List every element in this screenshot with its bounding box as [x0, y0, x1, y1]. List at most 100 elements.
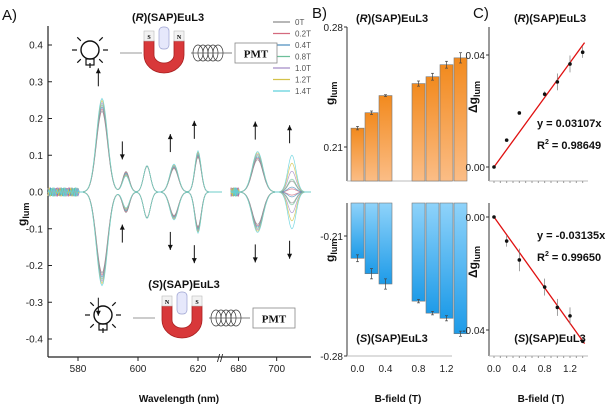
spectrum-line-0.8T-S	[47, 187, 222, 281]
light-ray	[98, 58, 104, 64]
y-tick-label: 0.0	[29, 188, 43, 199]
data-point	[542, 92, 547, 96]
light-ray	[111, 323, 117, 329]
data-point	[517, 111, 522, 115]
y-tick-label: 0.00	[466, 213, 486, 224]
bar-1T	[425, 76, 440, 182]
x-axis-label: Wavelength (nm)	[139, 394, 219, 405]
setup-S-title: (S)(SAP)EuL3	[148, 279, 220, 291]
bar-panel: 0.28 0.21 glum (R)(SAP)EuL3 -0.21 -0.28 glum (S…	[320, 13, 468, 405]
x-tick-label: 0.0	[487, 364, 501, 375]
light-ray	[89, 323, 95, 329]
legend-label: 1.0T	[295, 64, 311, 73]
y-axis-label: Δglum	[466, 81, 482, 113]
pmt-detector	[252, 307, 296, 329]
data-point	[555, 80, 560, 84]
scatter-chart-bottom: 0.00 -0.04 Δglum (S)(SAP)EuL3 y = -0.03135x R…	[462, 203, 606, 358]
sample-cuvette	[158, 26, 170, 50]
spectrum-line-0.8T-R	[47, 103, 222, 197]
x-axis-label: B-field (T)	[518, 394, 565, 405]
chart-title: (S)(SAP)EuL3	[356, 333, 428, 345]
arrowhead-icon	[95, 68, 101, 74]
axis-break-icon: //	[217, 353, 224, 365]
fit-equation: y = -0.03135x	[537, 230, 606, 242]
legend-label: 1.2T	[295, 76, 311, 85]
chart-title: (R)(SAP)EuL3	[514, 13, 586, 25]
pmt-detector	[234, 42, 278, 64]
magnet-pole	[191, 295, 203, 307]
bar-0.2T	[364, 202, 379, 275]
legend-label: 0T	[295, 18, 304, 27]
magnet-pole-label: S	[195, 300, 199, 306]
y-tick-label: 0.1	[29, 151, 43, 162]
bar-chart-top: 0.28 0.21 glum (R)(SAP)EuL3	[323, 13, 468, 182]
bar-chart-bottom: -0.21 -0.28 glum (S)(SAP)EuL3	[320, 202, 468, 363]
y-tick-label: -0.3	[26, 298, 44, 309]
y-tick-label: -0.2	[26, 261, 44, 272]
light-bulb-icon	[80, 40, 100, 60]
fit-line	[493, 216, 586, 345]
bar-1T	[425, 202, 440, 314]
bar-0T	[350, 202, 365, 259]
magnet-pole	[143, 30, 155, 42]
fit-equation: y = 0.03107x	[537, 118, 602, 130]
spectrum-line-0.4T-R	[47, 106, 222, 197]
x-tick-label: 0.8	[538, 364, 552, 375]
data-point	[504, 138, 509, 142]
y-tick-label: 0.04	[466, 51, 486, 62]
data-point	[504, 239, 509, 243]
x-tick-label: 700	[268, 364, 285, 375]
spectrum-line-1.0T-R	[47, 101, 222, 197]
magnet-pole-label: N	[165, 300, 170, 306]
r-squared: R2 = 0.99650	[537, 251, 601, 264]
magnet-pole	[173, 30, 185, 42]
y-tick-label: -0.4	[26, 335, 44, 346]
arrowhead-icon	[287, 125, 293, 131]
light-ray	[76, 36, 82, 42]
x-tick-label: 1.2	[440, 364, 454, 375]
pmt-label: PMT	[262, 314, 287, 326]
data-point	[517, 258, 522, 262]
x-tick-label: 600	[130, 364, 147, 375]
sample-cuvette	[176, 291, 188, 315]
y-tick-label: -0.1	[26, 224, 44, 235]
y-tick-label: 0.00	[466, 163, 486, 174]
legend-label: 0.4T	[295, 41, 311, 50]
y-tick-label: -0.28	[320, 352, 343, 363]
setup-R-title: (R)(SAP)EuL3	[132, 12, 204, 24]
data-point	[492, 215, 496, 219]
arrowhead-icon	[191, 120, 197, 126]
spectrum-line-1.2T-S	[47, 187, 222, 285]
x-tick-label: 0.0	[351, 364, 365, 375]
x-tick-label: 680	[230, 364, 247, 375]
arrowhead-icon	[95, 310, 101, 316]
chart-title: (R)(SAP)EuL3	[356, 13, 428, 25]
setup-S: (S)(SAP)EuL3 N S PMT	[85, 279, 296, 339]
light-ray	[111, 301, 117, 307]
spectrum-line-0.2T-S	[47, 187, 222, 276]
scatter-chart-top: 0.04 0.00 Δglum (R)(SAP)EuL3 y = 0.03107x R2 …	[466, 13, 602, 183]
bar-0.4T	[378, 95, 393, 182]
setup-R: (R)(SAP)EuL3 S N PMT	[72, 12, 278, 74]
bar-0.8T	[411, 202, 426, 302]
y-axis-label: glum	[323, 82, 339, 105]
data-point	[555, 305, 560, 310]
setup-illustrations: (R)(SAP)EuL3 S N PMT (S)(SAP)EuL3 N S PMT	[72, 12, 296, 339]
light-bulb-icon	[93, 305, 113, 325]
magnet-pole	[161, 295, 173, 307]
data-point	[542, 285, 547, 289]
data-point	[568, 314, 572, 318]
arrowhead-icon	[252, 257, 258, 263]
y-tick-label: -0.04	[462, 326, 485, 337]
bar-1.2T	[439, 202, 454, 319]
light-ray	[98, 36, 104, 42]
chart-title: (S)(SAP)EuL3	[514, 333, 586, 345]
spectrum-line-1.4T-R	[230, 151, 311, 197]
spectrum-line-0T-S	[47, 187, 222, 274]
panel-label-b: B)	[312, 5, 327, 22]
bar-0.2T	[364, 112, 379, 182]
r-squared: R2 = 0.98649	[537, 139, 601, 152]
spectrum-line-1.4T-R	[47, 97, 222, 197]
x-tick-label: 0.4	[512, 364, 526, 375]
